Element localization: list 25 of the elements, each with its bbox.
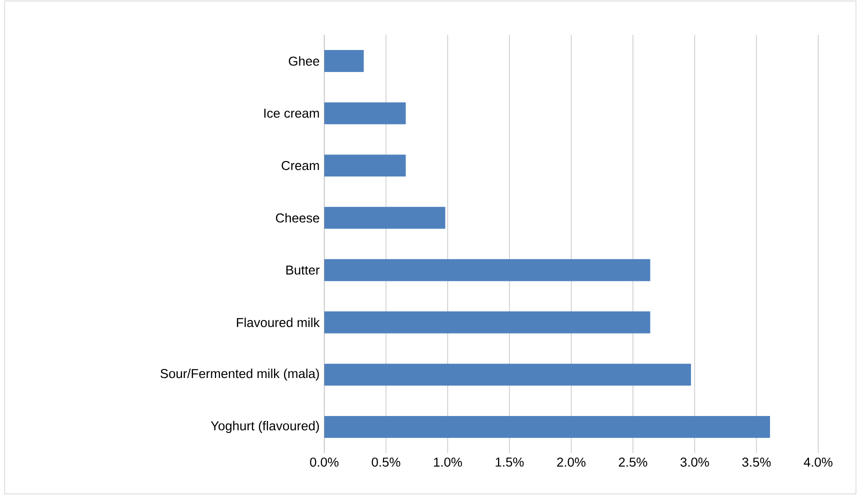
x-tick-label: 2.5% bbox=[618, 458, 648, 467]
bar bbox=[324, 311, 650, 334]
x-tick-label: 3.0% bbox=[680, 458, 709, 467]
bar bbox=[324, 364, 691, 386]
bar bbox=[324, 102, 406, 124]
bar bbox=[324, 50, 364, 72]
y-tick-label: Sour/Fermented milk (mala) bbox=[160, 368, 319, 381]
y-tick-label: Ice cream bbox=[264, 108, 319, 118]
x-tick-label: 2.0% bbox=[557, 458, 586, 467]
x-tick-label: 1.0% bbox=[434, 458, 462, 467]
x-tick-label: 4.0% bbox=[804, 458, 832, 467]
y-tick-label: Yoghurt (flavoured) bbox=[210, 420, 319, 434]
x-tick-label: 0.0% bbox=[310, 458, 338, 467]
y-tick-label: Flavoured milk bbox=[236, 318, 320, 328]
y-tick-label: Butter bbox=[286, 266, 320, 275]
bar bbox=[324, 259, 650, 282]
x-tick-label: 0.5% bbox=[372, 458, 400, 467]
x-tick-label: 1.5% bbox=[496, 458, 524, 467]
y-tick-label: Cream bbox=[282, 161, 319, 170]
bar bbox=[324, 154, 406, 177]
x-tick-label: 3.5% bbox=[742, 458, 771, 467]
y-tick-label: Ghee bbox=[288, 56, 320, 66]
y-tick-label: Cheese bbox=[276, 213, 320, 223]
bar bbox=[324, 206, 446, 229]
bar bbox=[324, 416, 770, 438]
